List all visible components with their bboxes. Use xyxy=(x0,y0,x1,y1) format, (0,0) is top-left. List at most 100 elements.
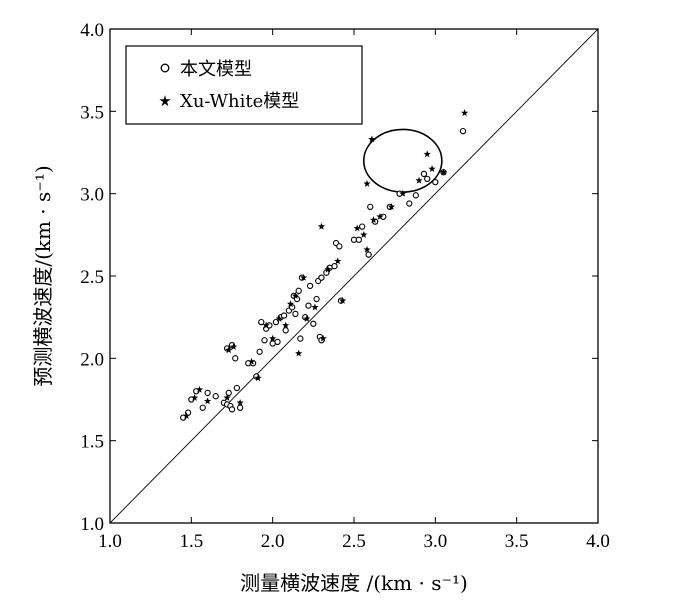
data-point-benwen xyxy=(355,236,363,243)
data-point-benwen xyxy=(212,393,219,400)
series-benwen-model xyxy=(180,127,467,421)
data-point-benwen xyxy=(323,269,330,276)
y-tick-label: 3.0 xyxy=(80,185,104,206)
data-point-xu-white xyxy=(295,349,303,357)
data-point-benwen xyxy=(336,243,343,250)
data-point-benwen xyxy=(256,348,263,355)
data-point-xu-white xyxy=(363,179,371,187)
data-point-benwen xyxy=(331,262,338,270)
data-point-benwen xyxy=(313,295,320,303)
legend-label-xu-white: Xu-White模型 xyxy=(180,91,299,112)
data-point-xu-white xyxy=(182,412,191,420)
data-point-xu-white xyxy=(262,321,270,329)
data-point-xu-white xyxy=(423,150,431,158)
data-point-xu-white xyxy=(190,394,199,401)
data-point-benwen xyxy=(204,389,211,397)
data-point-benwen xyxy=(420,170,428,178)
data-point-xu-white xyxy=(461,109,469,117)
x-axis-label: 测量横波速度 /(km · s⁻¹) xyxy=(240,571,468,595)
x-tick-label: 3.0 xyxy=(423,531,447,552)
data-point-benwen xyxy=(406,200,413,207)
y-tick-label: 2.5 xyxy=(80,267,104,288)
y-axis-label: 预测横波速度/(km · s⁻¹) xyxy=(31,165,55,386)
data-point-xu-white xyxy=(415,176,423,184)
data-point-xu-white xyxy=(439,168,448,176)
data-point-benwen xyxy=(280,312,288,319)
data-point-xu-white xyxy=(275,315,283,322)
data-point-xu-white xyxy=(223,394,231,401)
data-point-xu-white xyxy=(369,216,378,224)
x-tick-label: 1.5 xyxy=(179,531,203,552)
data-point-benwen xyxy=(282,327,289,334)
highlight-ellipse xyxy=(362,128,443,193)
data-point-xu-white xyxy=(317,222,326,230)
axis-tick-labels: 1.0 1.5 2.0 2.5 3.0 3.5 4.0 1.0 1.5 2.0 2.5 3.0 3.5 4… xyxy=(80,20,610,552)
y-tick-label: 4.0 xyxy=(80,20,104,41)
data-point-benwen xyxy=(292,310,299,318)
data-point-benwen xyxy=(261,337,268,344)
data-point-xu-white xyxy=(299,273,308,281)
data-point-xu-white xyxy=(230,343,238,350)
data-point-benwen xyxy=(289,304,296,311)
data-point-xu-white xyxy=(203,397,212,405)
data-point-benwen xyxy=(432,178,439,186)
x-tick-label: 3.5 xyxy=(505,531,529,552)
x-tick-label: 4.0 xyxy=(586,531,610,552)
data-point-xu-white xyxy=(353,224,361,232)
data-point-benwen xyxy=(318,274,325,281)
x-tick-label: 2.5 xyxy=(342,531,366,552)
data-point-benwen xyxy=(295,287,302,294)
data-point-benwen xyxy=(236,404,244,411)
y-tick-label: 2.0 xyxy=(80,349,104,370)
data-point-xu-white xyxy=(269,334,277,342)
data-point-benwen xyxy=(306,282,314,290)
data-point-xu-white xyxy=(368,135,376,143)
legend-box xyxy=(125,45,363,125)
data-point-benwen xyxy=(459,127,467,135)
data-point-xu-white xyxy=(291,291,300,299)
legend-circle-marker xyxy=(160,63,170,73)
data-point-benwen xyxy=(228,406,236,413)
data-point-xu-white xyxy=(236,398,244,406)
data-point-xu-white xyxy=(225,346,233,354)
x-tick-label: 2.0 xyxy=(261,531,285,552)
data-point-benwen xyxy=(258,318,265,326)
axis-ticks xyxy=(109,28,599,524)
data-point-benwen xyxy=(274,338,281,346)
data-point-benwen xyxy=(305,302,312,309)
data-point-xu-white xyxy=(286,300,295,308)
data-point-xu-white xyxy=(428,165,436,173)
data-point-xu-white xyxy=(387,203,396,210)
legend-label-benwen: 本文模型 xyxy=(180,59,252,80)
data-point-xu-white xyxy=(311,303,319,311)
data-point-xu-white xyxy=(360,231,368,238)
data-point-xu-white xyxy=(363,245,371,253)
x-tick-label: 1.0 xyxy=(98,531,122,552)
data-point-benwen xyxy=(310,320,317,327)
data-point-benwen xyxy=(412,192,419,199)
data-point-benwen xyxy=(358,223,366,230)
data-point-xu-white xyxy=(376,212,384,220)
data-point-xu-white xyxy=(319,334,327,342)
legend: 本文模型 Xu-White模型 xyxy=(125,45,363,125)
legend-star-marker xyxy=(159,95,171,107)
data-point-xu-white xyxy=(195,385,204,393)
data-point-benwen xyxy=(424,175,431,182)
data-point-benwen xyxy=(232,355,239,362)
data-point-xu-white xyxy=(399,189,407,197)
data-point-xu-white xyxy=(303,315,311,322)
series-xu-white-model xyxy=(182,109,469,420)
y-tick-label: 3.5 xyxy=(80,102,104,123)
data-point-xu-white xyxy=(334,257,342,265)
data-point-benwen xyxy=(365,251,372,258)
identity-reference-line xyxy=(110,29,598,523)
data-point-benwen xyxy=(367,203,374,210)
data-point-benwen xyxy=(297,335,304,342)
data-point-xu-white xyxy=(324,265,332,273)
data-point-xu-white xyxy=(254,374,262,382)
data-point-benwen xyxy=(225,389,232,397)
data-point-benwen xyxy=(199,404,206,411)
data-point-xu-white xyxy=(282,321,290,329)
data-point-benwen xyxy=(272,318,280,326)
